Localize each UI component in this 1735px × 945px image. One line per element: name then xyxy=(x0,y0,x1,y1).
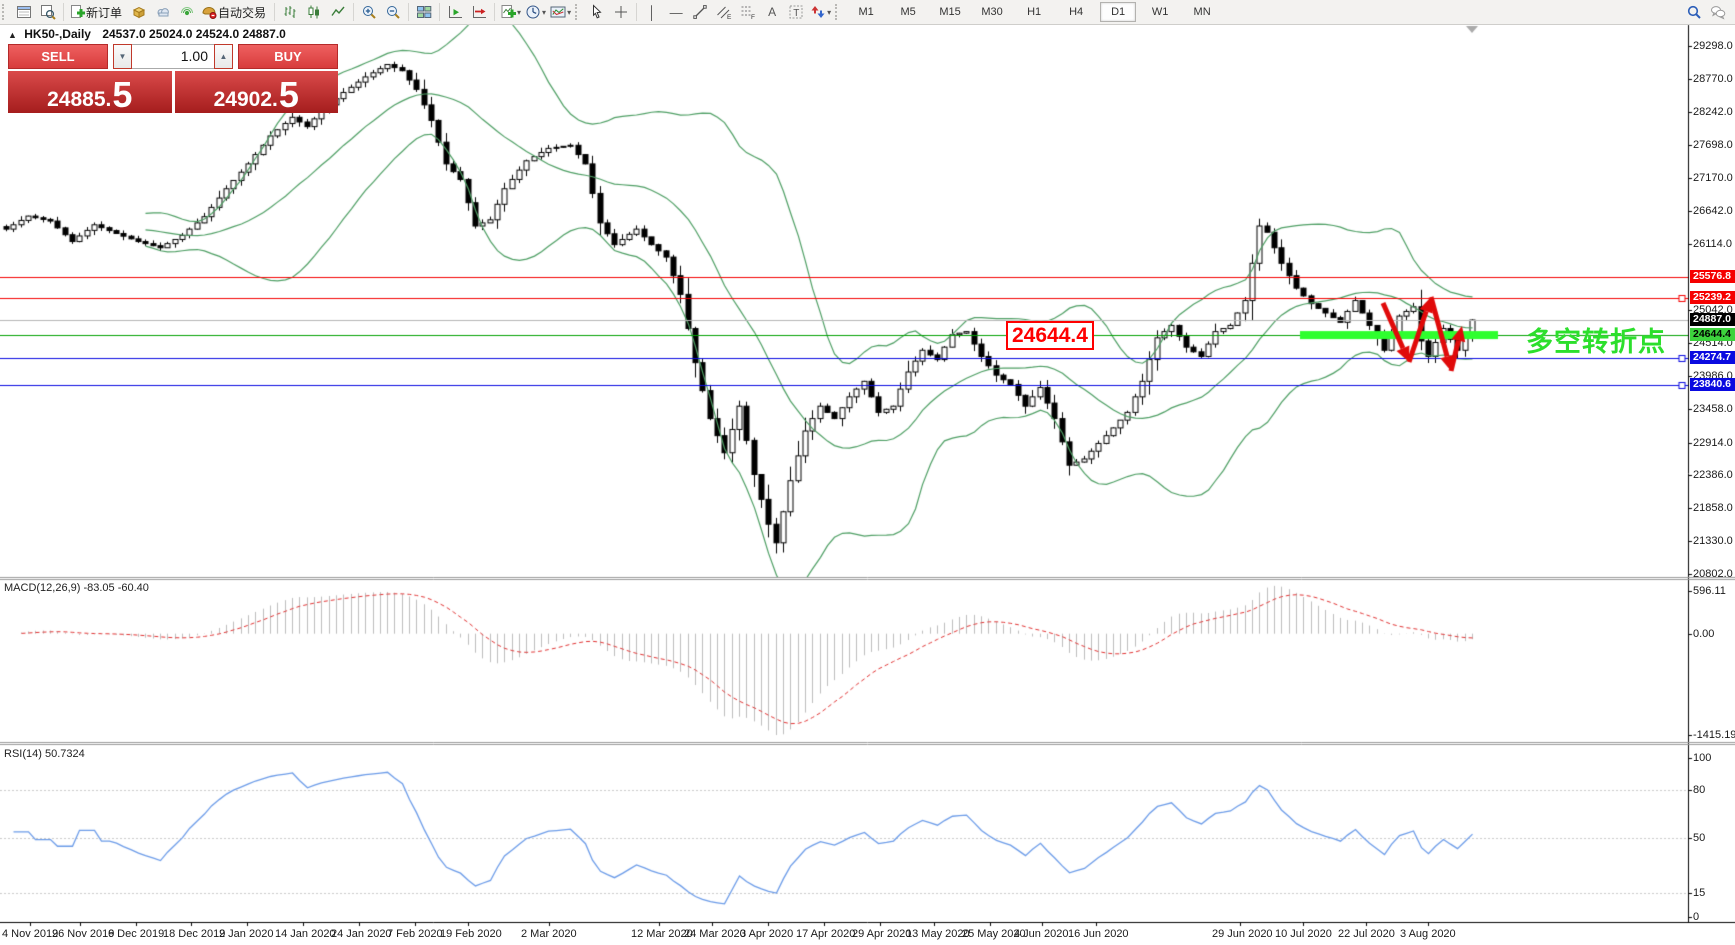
timeframe-button[interactable]: H4 xyxy=(1069,6,1084,18)
tile-windows-icon[interactable] xyxy=(413,1,435,23)
market-watch-cloud-icon[interactable] xyxy=(152,1,174,23)
channel-letter: E xyxy=(727,14,732,20)
trendline-tool-icon[interactable] xyxy=(689,1,711,23)
volume-input[interactable]: 1.00 xyxy=(132,44,214,69)
timeframe-button[interactable]: M15 xyxy=(939,6,961,18)
text-label-tool[interactable]: A xyxy=(761,1,783,23)
periods-caret-icon[interactable]: ▾ xyxy=(542,7,547,17)
fibonacci-tool-icon[interactable]: F xyxy=(737,1,759,23)
chart-ohlc-values: 24537.0 25024.0 24524.0 24887.0 xyxy=(102,27,286,41)
volume-decrease-button[interactable]: ▼ xyxy=(113,44,132,69)
auto-trading-button[interactable]: 自动交易 xyxy=(200,1,270,23)
horizontal-line-tool-icon[interactable]: — xyxy=(669,4,683,20)
new-order-button[interactable]: 新订单 xyxy=(68,1,126,23)
buy-price-display[interactable]: 24902. 5 xyxy=(174,71,338,116)
sell-price-main: 24885. xyxy=(47,88,112,111)
timeframe-bar: M1 M5 M15 M30 H1 H4 D1 W1 MN xyxy=(845,2,1223,22)
cursor-tool-icon[interactable] xyxy=(586,1,608,23)
data-window-icon[interactable] xyxy=(37,1,59,23)
text-box-tool[interactable]: T xyxy=(785,1,807,23)
svg-text:T: T xyxy=(793,8,799,19)
toolbar-grip[interactable] xyxy=(835,4,841,20)
timeframe-button[interactable]: H1 xyxy=(1027,6,1042,18)
sell-price-display[interactable]: 24885. 5 xyxy=(8,71,172,113)
chat-icon[interactable] xyxy=(1707,1,1729,23)
zoom-out-icon[interactable] xyxy=(382,1,404,23)
buy-button[interactable]: BUY xyxy=(238,44,338,69)
macd-label: MACD(12,26,9) -83.05 -60.40 xyxy=(4,582,149,594)
one-click-trading-panel: SELL ▼ 1.00 ▲ BUY 24885. 5 24902. 5 xyxy=(8,44,338,113)
new-chart-icon[interactable]: ▾ xyxy=(499,1,522,23)
search-icon[interactable] xyxy=(1683,1,1705,23)
new-chart-caret-icon[interactable]: ▾ xyxy=(517,7,522,17)
toolbar-grip[interactable] xyxy=(2,4,8,20)
sell-button[interactable]: SELL xyxy=(8,44,108,69)
vertical-line-tool-icon[interactable]: │ xyxy=(648,4,657,20)
buy-price-fraction: 5 xyxy=(278,74,299,116)
rsi-label: RSI(14) 50.7324 xyxy=(4,748,85,760)
auto-trading-label: 自动交易 xyxy=(218,5,267,20)
timeframe-button[interactable]: M5 xyxy=(900,6,916,18)
price-annotation-box[interactable]: 24644.4 xyxy=(1006,321,1094,350)
sell-price-fraction: 5 xyxy=(112,74,133,116)
chart-title: ▲ HK50-,Daily 24537.0 25024.0 24524.0 24… xyxy=(8,27,286,41)
toolbars-window-icon[interactable] xyxy=(13,1,35,23)
templates-caret-icon[interactable]: ▾ xyxy=(567,7,572,17)
timeframe-button[interactable]: MN xyxy=(1193,6,1211,18)
history-center-icon[interactable] xyxy=(128,1,150,23)
volume-increase-button[interactable]: ▲ xyxy=(214,44,233,69)
new-order-label: 新订单 xyxy=(86,5,123,20)
toolbar-grip[interactable] xyxy=(575,4,581,20)
templates-icon[interactable]: ▾ xyxy=(549,1,572,23)
line-chart-mode-icon[interactable] xyxy=(327,1,349,23)
chart-symbol-period: HK50-,Daily xyxy=(24,27,91,41)
one-click-collapse-icon[interactable]: ▲ xyxy=(8,30,17,40)
chart-shift-icon[interactable] xyxy=(468,1,490,23)
svg-text:F: F xyxy=(751,14,755,20)
timeframe-button[interactable]: M1 xyxy=(858,6,874,18)
buy-price-main: 24902. xyxy=(213,88,278,111)
crosshair-tool-icon[interactable] xyxy=(610,1,632,23)
signals-icon[interactable] xyxy=(176,1,198,23)
zoom-in-icon[interactable] xyxy=(358,1,380,23)
candlestick-mode-icon[interactable] xyxy=(303,1,325,23)
bar-chart-mode-icon[interactable] xyxy=(279,1,301,23)
arrows-caret-icon[interactable]: ▾ xyxy=(827,7,832,17)
timeframe-button[interactable]: M30 xyxy=(981,6,1003,18)
timeframe-button[interactable]: D1 xyxy=(1100,2,1137,22)
arrows-tool-icon[interactable]: ▾ xyxy=(809,1,832,23)
turning-point-annotation[interactable]: 多空转折点 xyxy=(1526,327,1666,358)
auto-scroll-icon[interactable] xyxy=(444,1,466,23)
equidistant-channel-tool-icon[interactable]: E xyxy=(713,1,735,23)
main-toolbar: 新订单 自动交易 ▾ ▾ ▾ │ — E F A T ▾ M1 M5 M15 M30 H… xyxy=(0,0,1735,25)
periods-clock-icon[interactable]: ▾ xyxy=(524,1,547,23)
text-tool-letter: A xyxy=(768,5,777,19)
timeframe-button[interactable]: W1 xyxy=(1151,6,1169,18)
